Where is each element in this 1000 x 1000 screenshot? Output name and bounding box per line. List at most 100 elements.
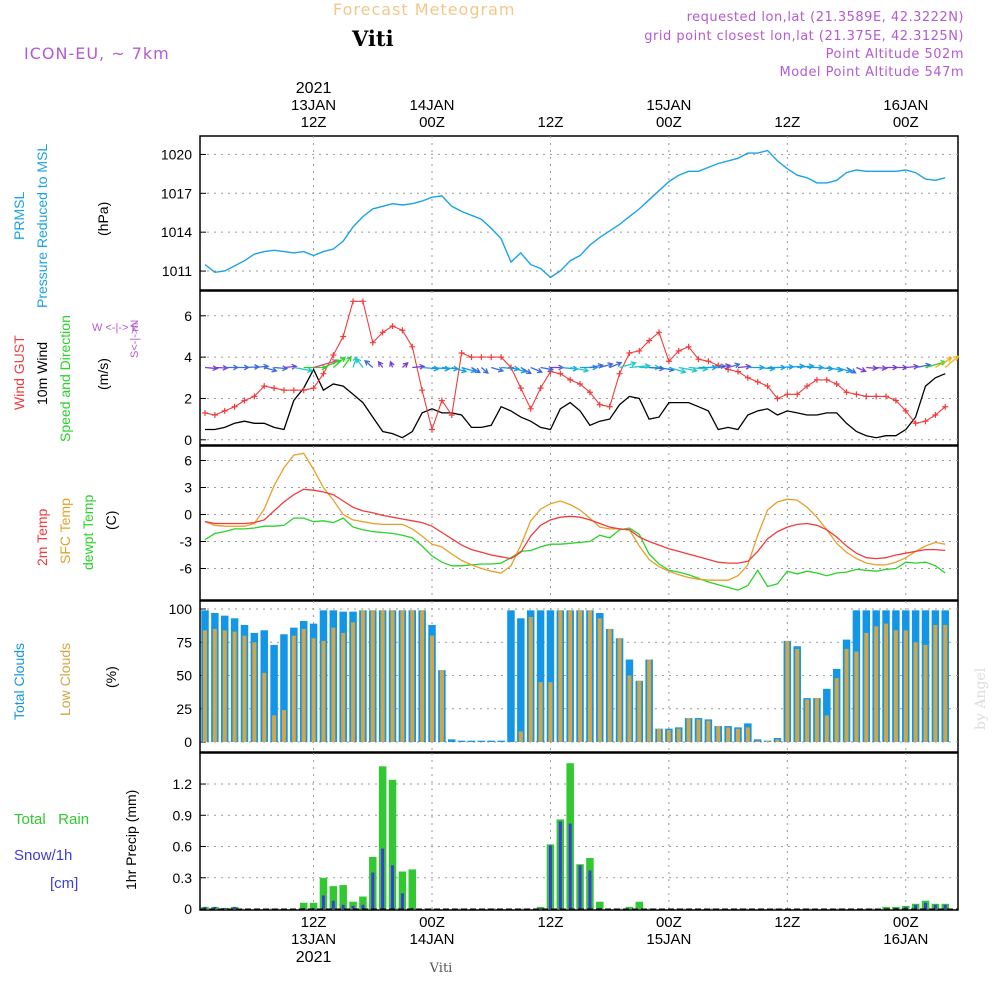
wind-direction-arrow [876,365,888,371]
rain-bar [882,906,890,909]
bottom-axis-date: 13JAN [291,931,336,948]
wind-direction-arrow [678,366,698,373]
gust-marker [892,397,899,404]
gust-marker [458,350,465,356]
wind-direction-arrow [787,363,806,370]
gust-marker [932,412,939,418]
low-cloud-bar [578,610,583,742]
bottom-axis-hour: 00Z [893,914,919,931]
rain-bar [299,902,308,909]
low-cloud-bar [637,680,642,742]
low-cloud-bar [301,628,306,742]
rain-bar [329,886,338,909]
low-cloud-bar [548,682,553,742]
snow-bar [203,906,207,909]
gust-marker [695,356,702,363]
low-cloud-bar [430,635,435,742]
total-cloud-bar [546,610,555,742]
tsfc-label: SFC Temp [57,498,73,564]
y-tick-label: 0.6 [173,839,193,855]
prmsl-label: PRMSL [11,192,27,240]
panel-0: 1011 1014 1017 1020 [161,135,959,291]
snow-bar [933,904,937,909]
low-cloud-bar [824,715,829,742]
gust-marker [813,376,820,383]
low-cloud-bar [775,739,780,742]
bottom-axis-hour: 00Z [419,914,445,931]
wind-direction-arrow [895,364,909,371]
low-cloud-bar [795,648,800,742]
wind-direction-arrow [570,366,590,373]
snow-bar [312,907,316,909]
gust-marker [399,327,406,334]
gust-marker [517,385,524,392]
wind-direction-arrow [944,355,960,368]
model-altitude: Model Point Altitude 547m [779,65,964,80]
gust-marker [409,343,416,350]
gust-marker [823,376,830,383]
low-cloud-bar [854,651,859,742]
gust-marker [646,337,653,344]
y-tick-label: -3 [180,534,193,550]
gust-marker [231,403,238,410]
y-tick-label: -6 [180,561,193,577]
total-cloud-bar [517,618,525,742]
precip-labels: Total Rain Snow/1h [cm] 1hr Precip (mm) [14,790,139,892]
precip-ylabel: 1hr Precip (mm) [123,790,139,890]
gust-label: Wind GUST [11,335,27,410]
gust-marker [221,407,228,414]
total-cloud-label: Total Clouds [11,643,27,720]
station-name: Viti [352,26,394,51]
wind-speed-dir-label: Speed and Direction [57,315,73,442]
snow-bar [588,870,592,909]
low-cloud-bar [666,730,671,742]
model-label: ICON-EU, ~ 7km [24,44,170,63]
gust-marker [764,383,771,390]
watermark: by Angel [973,667,989,730]
top-axis-date: 14JAN [409,97,454,114]
low-cloud-bar [657,728,662,742]
low-cloud-bar [242,635,247,742]
low-cloud-bar [765,740,770,742]
low-cloud-bar [884,623,889,742]
low-cloud-label: Low Clouds [57,643,73,716]
low-cloud-bar [538,682,543,742]
gust-marker [202,409,208,416]
wind-direction-arrow [401,362,409,368]
gust-marker [596,401,603,408]
gust-marker [804,383,811,390]
snow-bar [924,902,928,909]
snow-bar [558,821,562,909]
low-cloud-bar [893,630,898,742]
low-cloud-bar [696,719,701,742]
low-cloud-bar [933,624,938,742]
wind-direction-arrow [520,366,532,375]
total-cloud-bar [280,634,288,742]
low-cloud-bar [558,610,563,742]
low-cloud-bar [390,610,395,742]
wind-direction-arrow [451,366,468,374]
gust-marker [350,298,357,305]
gust-marker [438,397,445,404]
wind-direction-arrow [718,363,732,369]
gust-marker [577,381,584,387]
total-cloud-bar [477,740,486,742]
wind-direction-arrow [332,356,347,368]
wind-direction-arrow [480,366,489,374]
gust-marker [320,370,327,377]
wind-direction-arrow [293,366,314,373]
bottom-axis-hour: 00Z [656,914,682,931]
wind-direction-arrow [540,366,555,372]
top-axis-hour: 12Z [774,114,800,131]
low-cloud-bar [805,699,810,742]
y-tick-label: 1.2 [173,776,193,792]
wind-direction-arrow [274,365,289,372]
gust-marker [537,385,544,392]
wind-direction-arrow [491,366,505,373]
wind-direction-arrow [389,360,395,368]
rain-bar [339,885,347,909]
panel-frame [199,445,959,601]
gust-marker [290,387,297,394]
snow-bar [351,905,355,909]
gust-marker [448,412,455,418]
